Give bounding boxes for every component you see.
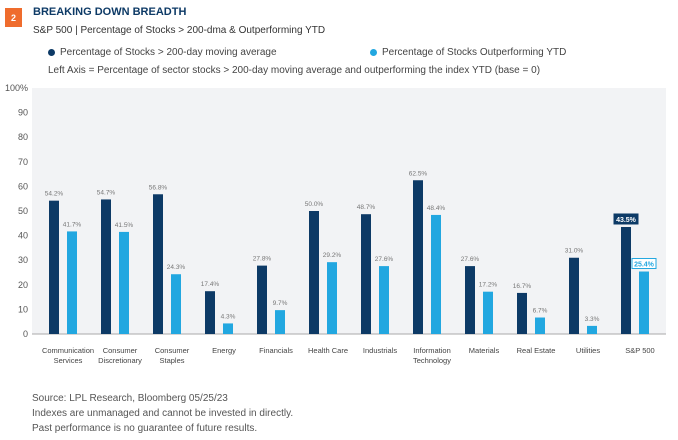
legend-dot-dark [48,49,55,56]
data-label: 41.5% [115,222,134,229]
bar-200dma [361,214,371,334]
bar-200dma [309,211,319,334]
x-tick-label: Energy [212,346,236,355]
bar-outperforming [327,262,337,334]
x-tick-label: Technology [413,356,451,365]
data-label: 27.6% [375,256,394,263]
data-label: 25.4% [634,262,655,269]
x-tick-label: Staples [159,356,184,365]
y-tick-label: 70 [18,157,28,167]
data-label: 27.8% [253,256,272,263]
data-label: 43.5% [616,217,637,224]
x-tick-label: Consumer [103,346,138,355]
y-tick-label: 60 [18,181,28,191]
data-label: 3.3% [585,316,600,323]
data-label: 17.4% [201,281,220,288]
bar-200dma [465,266,475,334]
data-label: 41.7% [63,221,82,228]
data-label: 9.7% [273,300,288,307]
x-tick-label: Real Estate [517,346,556,355]
bar-200dma [205,291,215,334]
x-tick-label: Consumer [155,346,190,355]
bar-chart: 0 10 20 30 40 50 60 70 80 90 100% 54.2% 41.7% Communi… [5,83,666,365]
axis-note: Left Axis = Percentage of sector stocks … [48,65,541,76]
bar-200dma [413,180,423,334]
footer-disclaimer-2: Past performance is no guarantee of futu… [32,423,258,434]
data-label: 24.3% [167,264,186,271]
x-tick-label: Financials [259,346,293,355]
x-tick-label: Communication [42,346,94,355]
data-label: 16.7% [513,283,532,290]
y-tick-label: 90 [18,108,28,118]
data-label: 4.3% [221,313,236,320]
data-label: 50.0% [305,201,324,208]
bar-outperforming [119,231,129,334]
y-tick-label: 20 [18,280,28,290]
data-label: 17.2% [479,282,498,289]
footer-source: Source: LPL Research, Bloomberg 05/25/23 [32,393,228,404]
bar-outperforming [587,325,597,334]
y-tick-label: 80 [18,132,28,142]
bar-200dma [517,292,527,334]
bar-outperforming [171,274,181,334]
figure-number-badge: 2 [5,8,22,27]
bar-200dma [49,200,59,334]
data-label: 48.4% [427,205,446,212]
highlight-label-box [613,213,639,225]
x-tick-label: Industrials [363,346,397,355]
bar-outperforming [379,266,389,334]
x-tick-label: Discretionary [98,356,142,365]
legend-item-200dma: Percentage of Stocks > 200-day moving av… [48,47,277,58]
legend-label: Percentage of Stocks Outperforming YTD [382,47,567,58]
data-label: 27.6% [461,256,480,263]
bar-200dma [621,226,631,334]
x-tick-label: Materials [469,346,500,355]
bar-outperforming [639,271,649,334]
y-tick-label: 30 [18,255,28,265]
data-label: 54.7% [97,189,116,196]
bar-200dma [153,194,163,334]
x-tick-label: Services [54,356,83,365]
x-tick-label: Information [413,346,451,355]
legend-dot-light [370,49,377,56]
data-label: 48.7% [357,204,376,211]
bar-outperforming [535,317,545,334]
bar-200dma [101,199,111,334]
y-tick-label: 40 [18,231,28,241]
data-label: 56.8% [149,184,168,191]
bar-200dma [569,257,579,334]
data-label: 62.5% [409,170,428,177]
data-label: 31.0% [565,248,584,255]
bar-outperforming [223,323,233,334]
bar-200dma [257,265,267,334]
data-label: 6.7% [533,308,548,315]
data-label: 29.2% [323,252,342,259]
data-label: 54.2% [45,191,64,198]
bar-outperforming [275,310,285,334]
bar-outperforming [431,214,441,334]
legend-item-outperforming: Percentage of Stocks Outperforming YTD [370,47,566,58]
x-tick-label: S&P 500 [625,346,654,355]
y-tick-label: 10 [18,304,28,314]
y-tick-label: 0 [23,329,28,339]
bar-outperforming [67,231,77,334]
x-tick-label: Health Care [308,346,348,355]
chart-title: BREAKING DOWN BREADTH [33,6,187,18]
y-tick-label: 100% [5,83,28,93]
highlight-label-box [631,258,657,270]
chart-subtitle: S&P 500 | Percentage of Stocks > 200-dma… [33,25,326,36]
bar-outperforming [483,291,493,334]
plot-area [32,88,666,334]
legend-label: Percentage of Stocks > 200-day moving av… [60,47,277,58]
x-tick-label: Utilities [576,346,600,355]
footer-disclaimer: Indexes are unmanaged and cannot be inve… [32,408,294,419]
y-tick-label: 50 [18,206,28,216]
